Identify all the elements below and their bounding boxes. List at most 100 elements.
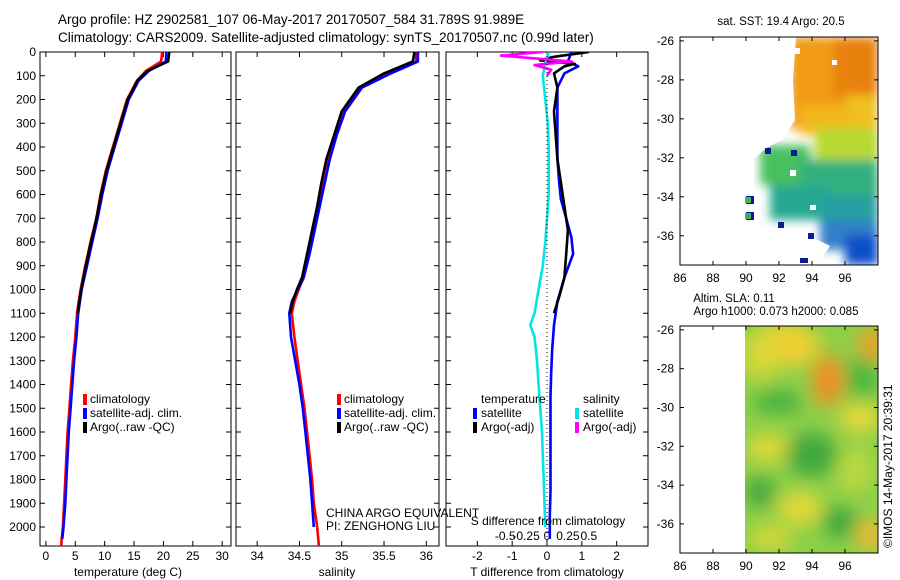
map-y-tick-label: -32 — [657, 151, 675, 165]
x-tick-label: 1 — [578, 549, 585, 563]
map-x-tick-label: 92 — [772, 271, 786, 285]
y-tick-label: 1900 — [9, 496, 36, 510]
legend-swatch-argo — [83, 422, 87, 433]
x-tick-label: 5 — [72, 549, 79, 563]
y-tick-label: 1800 — [9, 473, 36, 487]
x-tick-label: 0 — [43, 549, 50, 563]
map-x-tick-label: 90 — [739, 271, 753, 285]
x-tick-label: 35 — [335, 549, 349, 563]
salinity-series — [287, 52, 420, 546]
y-tick-label: 1600 — [9, 425, 36, 439]
legend-swatch-argo — [337, 422, 341, 433]
x-tick-label: 34 — [250, 549, 264, 563]
map-y-tick-label: -26 — [657, 323, 675, 337]
sst-title: sat. SST: 19.4 Argo: 20.5 — [717, 16, 844, 28]
x-tick-label: 30 — [216, 549, 230, 563]
temperature-ticks: 0 5 10 15 20 25 300100200300400500600700800900… — [9, 45, 231, 563]
series-line-temperature-argo-adj- — [538, 52, 589, 314]
y-tick-label: 100 — [16, 69, 36, 83]
y-tick-label: 800 — [16, 235, 36, 249]
x-tick-label: 20 — [157, 549, 171, 563]
x-tick-label: 10 — [98, 549, 112, 563]
legend-label-s-argo: Argo(-adj) — [583, 420, 636, 434]
legend-title-salinity: salinity — [583, 392, 620, 406]
legend-swatch-climatology — [337, 394, 341, 405]
temperature-legend: climatology satellite-adj. clim. Argo(..… — [83, 392, 182, 434]
legend-label-s-satellite: satellite — [583, 406, 624, 420]
temperature-series — [59, 52, 171, 546]
y-tick-label: 1400 — [9, 378, 36, 392]
y-tick-label: 2000 — [9, 520, 36, 534]
map-x-tick-label: 94 — [805, 559, 819, 573]
legend-title-temperature: temperature — [481, 392, 546, 406]
credit-pi: PI: ZENGHONG LIU — [326, 519, 435, 533]
x-tick-label: 15 — [127, 549, 141, 563]
map-x-tick-label: 96 — [838, 559, 852, 573]
series-line-salinity-argo-adj- — [499, 52, 574, 77]
copyright-stamp: ©IMOS 14-May-2017 20:39:31 — [881, 384, 895, 548]
x-tick-label: 2 — [613, 549, 620, 563]
series-line-climatology — [290, 52, 418, 546]
legend-label-satellite: satellite-adj. clim. — [90, 406, 182, 420]
map-x-tick-label: 96 — [838, 271, 852, 285]
legend-label-t-argo: Argo(-adj) — [481, 420, 534, 434]
legend-swatch-satellite — [337, 408, 341, 419]
map-x-tick-label: 90 — [739, 559, 753, 573]
credit-institution: CHINA ARGO EQUIVALENT — [326, 506, 480, 520]
y-tick-label: 1300 — [9, 354, 36, 368]
salinity-axes — [235, 51, 440, 547]
x-tick-label: 36 — [420, 549, 434, 563]
map-y-tick-label: -36 — [657, 229, 675, 243]
map-x-tick-label: 94 — [805, 271, 819, 285]
series-line-satellite-adj-clim- — [287, 52, 420, 528]
legend-swatch-s-argo — [575, 422, 579, 433]
map-y-tick-label: -30 — [657, 400, 675, 414]
difference-xlabel-top: S difference from climatology — [471, 514, 626, 528]
map-y-tick-label: -28 — [657, 362, 675, 376]
y-tick-label: 700 — [16, 211, 36, 225]
legend-swatch-satellite — [83, 408, 87, 419]
y-tick-label: 0 — [29, 45, 36, 59]
series-line-salinity-satellite — [528, 52, 551, 528]
sla-title: Altim. SLA: 0.11 — [693, 293, 775, 305]
y-tick-label: 300 — [16, 116, 36, 130]
map-x-tick-label: 92 — [772, 559, 786, 573]
s-tick-label: -0.5 — [495, 529, 516, 543]
figure-title-line2: Climatology: CARS2009. Satellite-adjuste… — [58, 30, 594, 45]
figure-title-line1: Argo profile: HZ 2902581_107 06-May-2017… — [58, 12, 524, 27]
sla-heatmap — [745, 326, 878, 553]
y-tick-label: 1700 — [9, 449, 36, 463]
legend-label-climatology: climatology — [344, 392, 404, 406]
map-y-tick-label: -36 — [657, 517, 675, 531]
map-y-tick-label: -30 — [657, 112, 675, 126]
y-tick-label: 400 — [16, 140, 36, 154]
series-line-argo-raw-qc- — [76, 52, 171, 314]
sst-ticks: 86 88 90 92 94 96 -26 -28 -30 -32 -34 -36 — [657, 34, 878, 285]
temperature-axes — [39, 51, 232, 547]
salinity-xlabel: salinity — [319, 565, 356, 579]
y-tick-label: 900 — [16, 259, 36, 273]
salinity-ticks: 34 34.5 35 35.5 36 — [236, 51, 439, 563]
map-y-tick-label: -32 — [657, 439, 675, 453]
sst-heatmap — [680, 37, 878, 265]
legend-label-climatology: climatology — [90, 392, 150, 406]
y-tick-label: 500 — [16, 164, 36, 178]
x-tick-label: -2 — [472, 549, 483, 563]
s-tick-label: 0.5 — [580, 529, 597, 543]
legend-label-argo: Argo(..raw -QC) — [90, 420, 175, 434]
legend-label-satellite: satellite-adj. clim. — [344, 406, 436, 420]
series-line-climatology — [59, 52, 164, 546]
difference-series — [499, 52, 589, 546]
x-tick-label: -1 — [507, 549, 518, 563]
sla-subtitle: Argo h1000: 0.073 h2000: 0.085 — [694, 306, 859, 318]
legend-swatch-t-argo — [473, 422, 477, 433]
legend-swatch-climatology — [83, 394, 87, 405]
x-tick-label: 25 — [186, 549, 200, 563]
map-y-tick-label: -26 — [657, 34, 675, 48]
map-x-tick-label: 88 — [706, 559, 720, 573]
temperature-xlabel: temperature (deg C) — [74, 565, 182, 579]
y-tick-label: 600 — [16, 188, 36, 202]
y-tick-label: 1500 — [9, 401, 36, 415]
y-tick-label: 1000 — [9, 283, 36, 297]
